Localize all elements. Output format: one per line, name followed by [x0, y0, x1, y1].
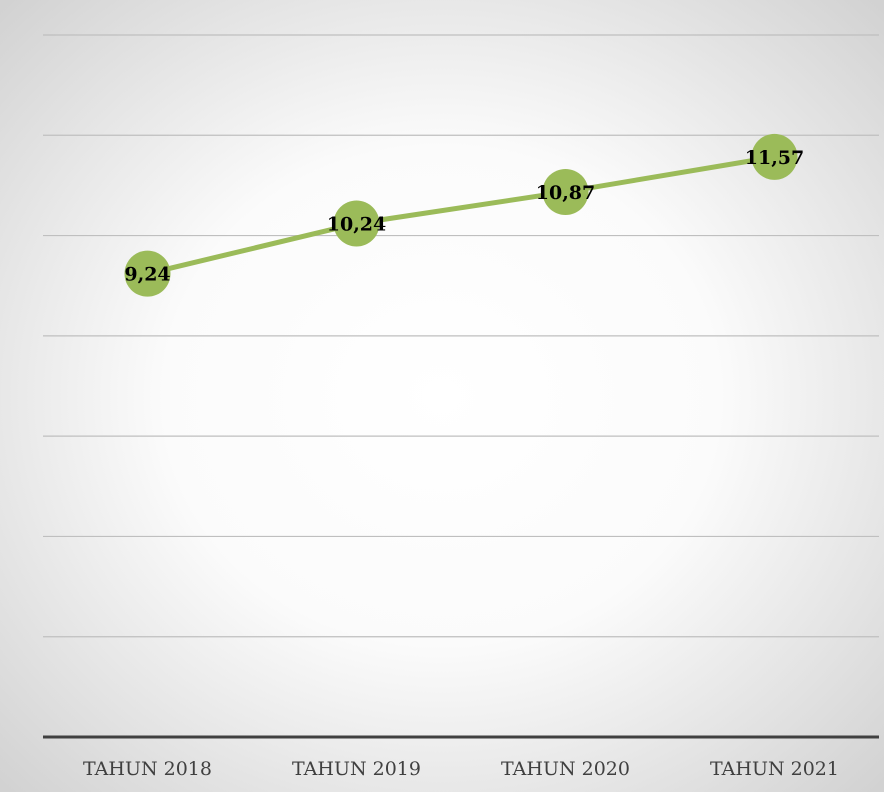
x-tick-label: TAHUN 2021 [710, 758, 839, 780]
x-tick-label: TAHUN 2020 [501, 758, 630, 780]
data-label: 10,87 [536, 182, 596, 204]
line [146, 154, 775, 277]
x-tick-label: TAHUN 2018 [83, 758, 212, 780]
marker [124, 250, 171, 297]
data-label: 11,57 [745, 147, 805, 169]
data-label: 10,24 [327, 214, 387, 236]
marker [751, 133, 798, 180]
x-tick-label: TAHUN 2019 [292, 758, 421, 780]
data-label: 9,24 [124, 264, 170, 286]
marker [542, 168, 589, 215]
marker [333, 200, 380, 247]
